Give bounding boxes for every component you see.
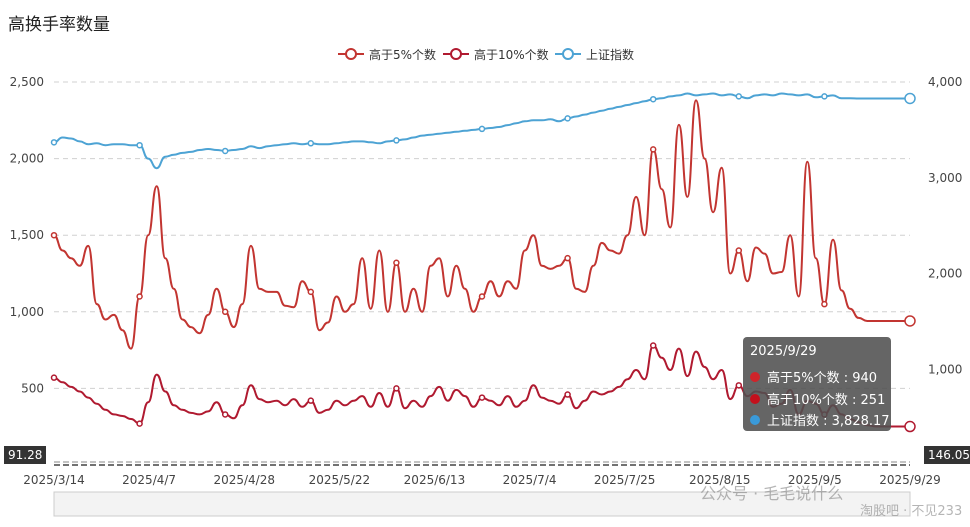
y-right-tick: 3,000 <box>928 171 962 185</box>
data-point <box>649 342 657 349</box>
x-tick: 2025/9/29 <box>879 473 941 487</box>
data-point <box>307 397 315 404</box>
data-point <box>136 141 143 149</box>
y-left-tick: 500 <box>21 381 44 395</box>
data-point <box>478 125 486 133</box>
y-left-tick: 2,000 <box>10 152 44 166</box>
data-point <box>393 385 400 392</box>
x-tick: 2025/4/7 <box>122 473 176 487</box>
data-point <box>221 308 229 316</box>
data-point <box>564 391 571 398</box>
data-point <box>136 420 143 427</box>
data-point <box>478 293 486 300</box>
legend-marker-icon <box>338 48 364 60</box>
legend: 高于5%个数 高于10%个数 上证指数 <box>0 44 970 64</box>
y-left-tick: 2,500 <box>10 75 44 89</box>
data-point <box>904 315 916 327</box>
y-left-tick: 1,500 <box>10 228 44 242</box>
watermark-text-2: 淘股吧 · 不见233 <box>860 504 963 519</box>
data-point <box>735 382 743 389</box>
data-point <box>564 254 571 262</box>
data-point <box>904 92 916 105</box>
data-point <box>307 288 315 296</box>
data-point <box>136 293 143 300</box>
left-edge-value: 91.28 <box>4 446 47 464</box>
data-point <box>564 115 571 122</box>
legend-marker-icon <box>555 48 581 60</box>
tooltip-row-high5: 高于5%个数 : 940 <box>750 367 877 386</box>
x-tick: 2025/6/13 <box>404 473 466 487</box>
x-tick: 2025/7/4 <box>503 473 557 487</box>
tooltip-date: 2025/9/29 <box>750 344 817 359</box>
x-tick: 2025/4/28 <box>213 473 275 487</box>
y-left-tick: 1,000 <box>10 305 44 319</box>
data-point <box>393 137 400 144</box>
tooltip-label: 高于5%个数 : 940 <box>767 371 878 386</box>
zoom-slider[interactable] <box>53 491 911 517</box>
data-point <box>649 146 657 153</box>
data-point <box>478 394 486 401</box>
tooltip-dot-icon <box>750 371 760 382</box>
watermark-text: 公众号 · 毛毛说什么 <box>700 484 844 503</box>
data-point <box>393 259 400 267</box>
tooltip-label: 高于10%个数 : 251 <box>767 393 886 408</box>
data-point <box>221 411 229 418</box>
x-tick: 2025/8/15 <box>689 473 751 487</box>
data-point <box>904 420 916 433</box>
legend-item-sse[interactable]: 上证指数 <box>555 44 634 64</box>
data-point <box>821 93 828 100</box>
tooltip-row-high10: 高于10%个数 : 251 <box>750 389 885 408</box>
tooltip-row-sse: 上证指数 : 3,828.17 <box>750 410 890 429</box>
tooltip-dot-icon <box>750 414 760 425</box>
legend-label: 高于5%个数 <box>369 47 437 62</box>
data-point <box>50 231 58 239</box>
data-point <box>50 139 58 146</box>
right-edge-value: 146.05 <box>924 446 970 464</box>
data-point <box>50 374 58 381</box>
chart-title: 高换手率数量 <box>8 15 110 35</box>
y-right-tick: 4,000 <box>928 75 962 89</box>
legend-label: 高于10%个数 <box>474 47 549 62</box>
data-point <box>821 300 828 308</box>
data-point <box>307 140 315 147</box>
tooltip-dot-icon <box>750 393 760 404</box>
legend-item-high10[interactable]: 高于10%个数 <box>443 44 549 64</box>
y-right-tick: 1,000 <box>928 362 962 376</box>
y-right-tick: 2,000 <box>928 267 962 281</box>
series-line-0 <box>53 99 910 350</box>
x-tick: 2025/9/5 <box>788 473 842 487</box>
legend-item-high5[interactable]: 高于5%个数 <box>338 44 436 64</box>
x-tick: 2025/3/14 <box>23 473 85 487</box>
data-point <box>735 93 743 100</box>
x-tick: 2025/7/25 <box>594 473 656 487</box>
x-tick: 2025/5/22 <box>309 473 371 487</box>
tooltip: 2025/9/29 高于5%个数 : 940 高于10%个数 : 251 上证指… <box>743 337 891 431</box>
legend-label: 上证指数 <box>586 47 635 62</box>
legend-marker-icon <box>443 48 469 60</box>
data-point <box>221 147 229 155</box>
data-point <box>649 95 657 103</box>
tooltip-label: 上证指数 : 3,828.17 <box>767 414 890 429</box>
data-point <box>735 247 743 254</box>
